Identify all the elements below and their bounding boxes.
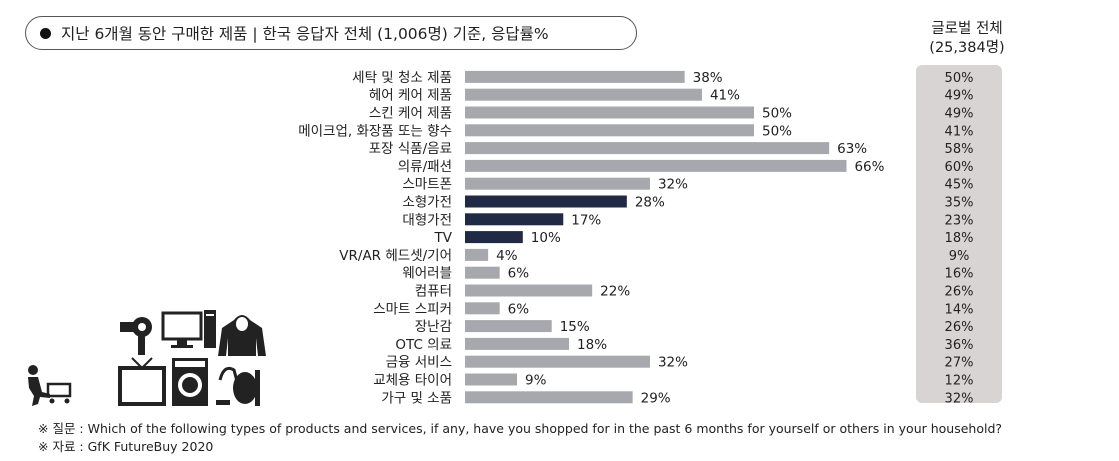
global-value-label: 45% (945, 178, 974, 193)
bar-korea (465, 266, 500, 279)
bar-korea (465, 70, 685, 83)
bar-value-label: 32% (658, 177, 688, 193)
bar-korea (465, 284, 593, 297)
chart-title: 지난 6개월 동안 구매한 제품 | 한국 응답자 전체 (1,006명) 기준… (25, 16, 637, 50)
bar-korea (465, 391, 633, 404)
category-label: 교체용 타이어 (373, 373, 452, 389)
category-label: OTC 의료 (395, 337, 452, 353)
category-label: 스마트폰 (402, 177, 452, 193)
bar-korea (465, 88, 702, 101)
global-column-header: 글로벌 전체 (25,384명) (912, 20, 1022, 58)
bar-value-label: 15% (560, 319, 590, 335)
bar-value-label: 17% (571, 212, 601, 228)
category-label: 세탁 및 청소 제품 (352, 70, 452, 86)
category-label: 스마트 스피커 (373, 301, 452, 317)
bar-korea (465, 177, 650, 190)
bar-value-label: 32% (658, 355, 688, 371)
bar-value-label: 29% (641, 390, 671, 406)
bar-value-label: 50% (762, 123, 792, 139)
bar-korea (465, 337, 570, 350)
bar-korea (465, 124, 754, 137)
global-value-label: 26% (945, 285, 974, 300)
footnote-question: ※ 질문 : Which of the following types of p… (38, 421, 1003, 436)
category-label: 메이크업, 화장품 또는 향수 (298, 123, 452, 139)
global-value-label: 58% (945, 142, 974, 157)
hoodie-icon (218, 315, 266, 356)
bar-korea (465, 213, 564, 226)
bar-value-label: 6% (508, 301, 530, 317)
global-header-line1: 글로벌 전체 (931, 21, 1003, 37)
bar-value-label: 28% (635, 195, 665, 211)
bar-value-label: 4% (496, 248, 518, 264)
global-value-label: 23% (945, 213, 974, 228)
global-header-line2: (25,384명) (929, 40, 1005, 56)
category-label: 컴퓨터 (415, 284, 452, 300)
global-value-label: 26% (945, 320, 974, 335)
category-label: 의류/패션 (398, 159, 452, 175)
bar-value-label: 18% (577, 337, 607, 353)
bar-korea (465, 106, 754, 119)
category-label: 헤어 케어 제품 (369, 88, 452, 104)
washing-machine-icon (172, 358, 208, 406)
bar-korea (465, 373, 518, 386)
shopping-cart-person-icon (28, 365, 72, 406)
category-label: 대형가전 (402, 212, 452, 228)
bar-value-label: 66% (854, 159, 884, 175)
category-label: 포장 식품/음료 (369, 141, 452, 157)
global-value-label: 49% (945, 107, 974, 122)
global-value-label: 60% (945, 160, 974, 175)
global-value-label: 18% (945, 231, 974, 246)
bar-value-label: 6% (508, 266, 530, 282)
global-value-label: 27% (945, 356, 974, 371)
bar-korea (465, 248, 489, 261)
global-value-label: 49% (945, 89, 974, 104)
category-label: 스킨 케어 제품 (369, 106, 452, 122)
global-value-label: 35% (945, 196, 974, 211)
global-value-label: 12% (945, 374, 974, 389)
desktop-computer-icon (161, 310, 216, 348)
category-label: VR/AR 헤드셋/기어 (339, 248, 452, 264)
bar-korea (465, 231, 523, 244)
category-label: 가구 및 소품 (381, 390, 452, 406)
global-value-label: 50% (945, 71, 974, 86)
hair-dryer-icon (120, 317, 152, 355)
bar-korea (465, 320, 552, 333)
category-label: 소형가전 (402, 195, 452, 211)
bullet-icon (40, 27, 51, 39)
bar-value-label: 10% (531, 230, 561, 246)
bar-korea (465, 159, 847, 172)
global-value-label: 9% (949, 249, 970, 264)
bar-value-label: 22% (600, 284, 630, 300)
category-label: TV (434, 230, 453, 246)
category-label: 웨어러블 (402, 266, 452, 282)
global-value-label: 16% (945, 267, 974, 282)
bar-korea (465, 195, 627, 208)
product-icons-illustration (28, 310, 266, 406)
bar-korea (465, 355, 650, 368)
global-value-label: 32% (945, 391, 974, 406)
bar-value-label: 50% (762, 106, 792, 122)
tv-icon (118, 357, 166, 406)
bar-value-label: 63% (837, 141, 867, 157)
footnote-source: ※ 자료 : GfK FutureBuy 2020 (38, 439, 214, 454)
bar-value-label: 38% (693, 70, 723, 86)
global-value-label: 14% (945, 302, 974, 317)
bar-value-label: 9% (525, 373, 547, 389)
vacuum-cleaner-icon (216, 366, 260, 406)
bar-korea (465, 142, 830, 155)
chart-title-text: 지난 6개월 동안 구매한 제품 | 한국 응답자 전체 (1,006명) 기준… (61, 25, 549, 43)
global-column-background (916, 65, 1002, 403)
bar-value-label: 41% (710, 88, 740, 104)
global-value-label: 36% (945, 338, 974, 353)
category-label: 금융 서비스 (386, 355, 452, 371)
global-value-label: 41% (945, 124, 974, 139)
category-label: 장난감 (415, 319, 452, 335)
bar-korea (465, 302, 500, 315)
